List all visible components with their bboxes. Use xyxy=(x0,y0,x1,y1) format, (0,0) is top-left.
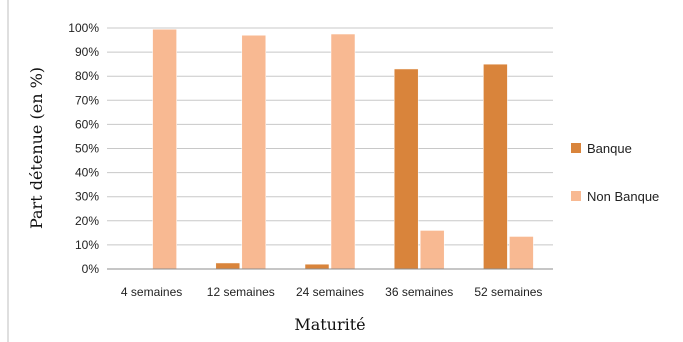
y-tick-label: 40% xyxy=(75,166,99,180)
y-tick-labels: 0% 10% 20% 30% 40% 50% 60% 70% 80% 90% 100% xyxy=(68,21,99,276)
bar-banque xyxy=(215,262,241,270)
legend-label: Non Banque xyxy=(587,189,659,204)
gridlines xyxy=(107,27,553,246)
y-tick-label: 100% xyxy=(68,21,99,35)
y-tick-label: 60% xyxy=(75,117,99,131)
legend-label: Banque xyxy=(587,141,632,156)
legend-swatch xyxy=(571,143,581,153)
bar-banque xyxy=(483,63,508,270)
y-axis-title: Part détenue (en %) xyxy=(27,67,46,229)
bar-non-banque xyxy=(330,33,356,270)
y-tick-label: 50% xyxy=(75,142,99,156)
y-tick-label: 10% xyxy=(75,238,99,252)
bar-banque xyxy=(393,68,419,270)
y-tick-label: 0% xyxy=(82,262,100,276)
y-tick-label: 70% xyxy=(75,93,99,107)
y-tick-label: 30% xyxy=(75,190,99,204)
legend: Banque Non Banque xyxy=(571,141,659,204)
y-tick-label: 80% xyxy=(75,69,99,83)
bar-non-banque xyxy=(419,230,445,270)
legend-swatch xyxy=(571,191,581,201)
x-tick-label: 4 semaines xyxy=(121,285,182,299)
bar-non-banque xyxy=(152,28,177,270)
x-tick-label: 12 semaines xyxy=(207,285,275,299)
y-tick-label: 90% xyxy=(75,45,99,59)
x-axis-title: Maturité xyxy=(294,315,365,334)
bar-non-banque xyxy=(241,34,267,270)
x-tick-label: 24 semaines xyxy=(296,285,364,299)
x-tick-label: 52 semaines xyxy=(474,285,542,299)
x-tick-label: 36 semaines xyxy=(385,285,453,299)
x-tick-labels: 4 semaines 12 semaines 24 semaines 36 semai… xyxy=(121,285,543,299)
bars xyxy=(152,28,534,270)
bar-non-banque xyxy=(509,236,534,270)
y-tick-label: 20% xyxy=(75,214,99,228)
bar-banque xyxy=(304,263,330,270)
